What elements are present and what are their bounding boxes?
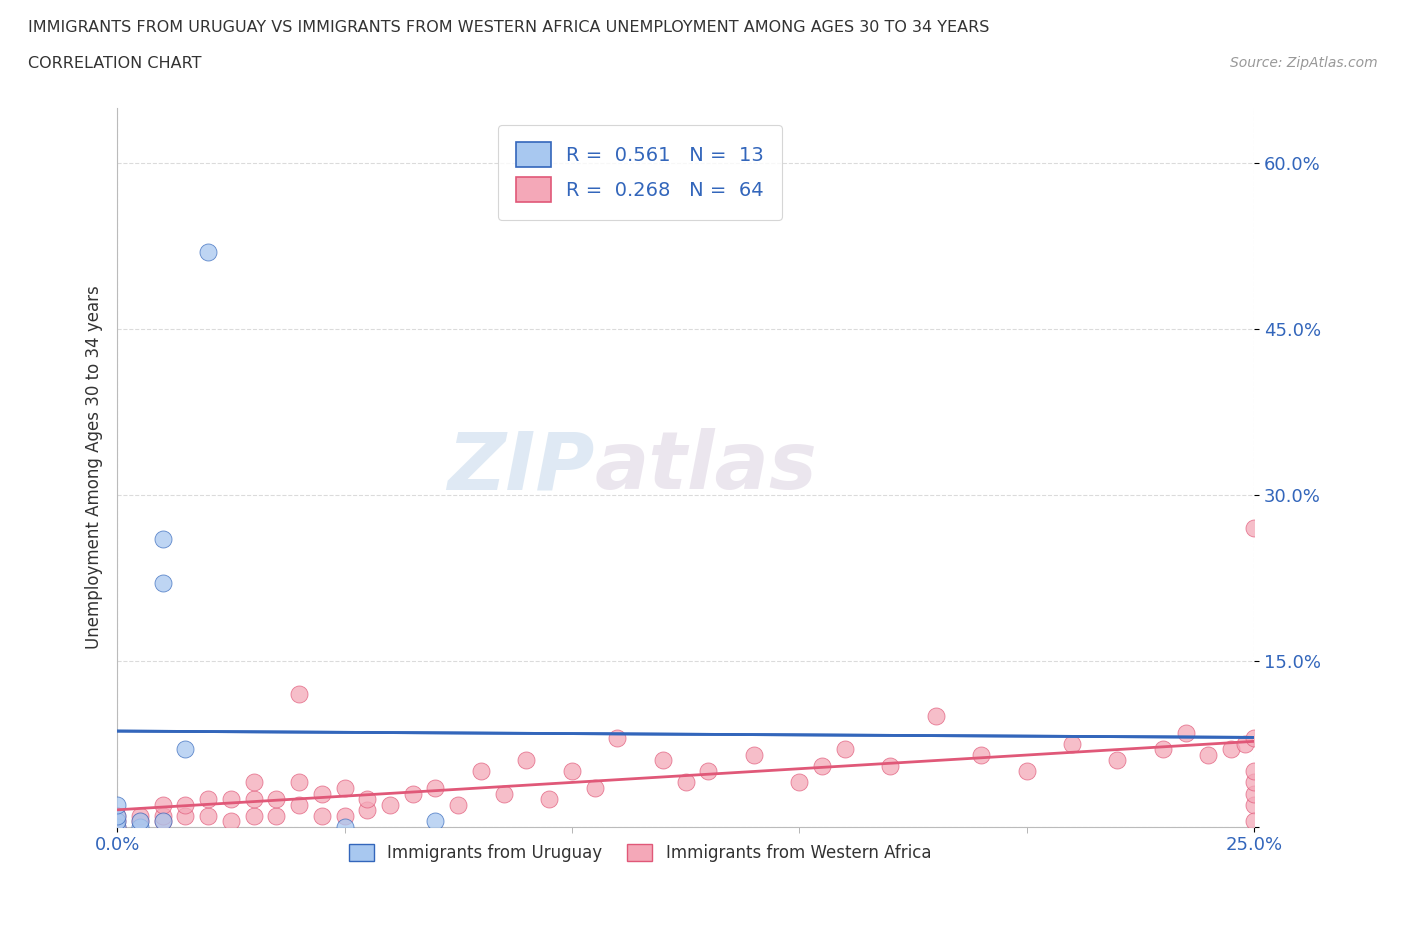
Point — [174, 742, 197, 757]
Point — [219, 791, 242, 806]
Point — [470, 764, 492, 778]
Point — [538, 791, 561, 806]
Text: IMMIGRANTS FROM URUGUAY VS IMMIGRANTS FROM WESTERN AFRICA UNEMPLOYMENT AMONG AGE: IMMIGRANTS FROM URUGUAY VS IMMIGRANTS FR… — [28, 20, 990, 35]
Point — [1243, 786, 1265, 801]
Point — [197, 791, 219, 806]
Point — [333, 780, 356, 795]
Point — [174, 808, 197, 823]
Point — [970, 748, 993, 763]
Point — [1243, 731, 1265, 746]
Point — [697, 764, 720, 778]
Point — [333, 819, 356, 834]
Point — [1243, 521, 1265, 536]
Point — [197, 245, 219, 259]
Point — [197, 808, 219, 823]
Text: atlas: atlas — [595, 429, 817, 506]
Point — [402, 786, 425, 801]
Point — [105, 819, 128, 834]
Point — [492, 786, 515, 801]
Point — [242, 791, 264, 806]
Point — [266, 791, 288, 806]
Point — [105, 814, 128, 829]
Point — [356, 791, 378, 806]
Point — [1152, 742, 1174, 757]
Point — [811, 759, 834, 774]
Point — [561, 764, 583, 778]
Point — [129, 814, 152, 829]
Point — [105, 797, 128, 812]
Point — [1197, 748, 1219, 763]
Point — [1107, 753, 1129, 768]
Point — [583, 780, 606, 795]
Point — [105, 808, 128, 823]
Point — [242, 775, 264, 790]
Point — [378, 797, 401, 812]
Point — [356, 803, 378, 817]
Point — [675, 775, 697, 790]
Text: ZIP: ZIP — [447, 429, 595, 506]
Point — [1233, 737, 1256, 751]
Point — [1243, 797, 1265, 812]
Point — [288, 775, 311, 790]
Point — [266, 808, 288, 823]
Point — [787, 775, 810, 790]
Point — [879, 759, 901, 774]
Text: CORRELATION CHART: CORRELATION CHART — [28, 56, 201, 71]
Point — [425, 780, 447, 795]
Point — [1243, 814, 1265, 829]
Point — [152, 814, 174, 829]
Point — [1220, 742, 1243, 757]
Point — [152, 808, 174, 823]
Point — [606, 731, 628, 746]
Point — [105, 808, 128, 823]
Point — [311, 808, 333, 823]
Point — [742, 748, 765, 763]
Point — [152, 532, 174, 547]
Point — [447, 797, 470, 812]
Point — [288, 797, 311, 812]
Point — [152, 814, 174, 829]
Point — [425, 814, 447, 829]
Y-axis label: Unemployment Among Ages 30 to 34 years: Unemployment Among Ages 30 to 34 years — [86, 286, 103, 649]
Point — [152, 797, 174, 812]
Point — [219, 814, 242, 829]
Point — [129, 814, 152, 829]
Point — [834, 742, 856, 757]
Point — [924, 709, 946, 724]
Point — [105, 819, 128, 834]
Point — [515, 753, 537, 768]
Point — [651, 753, 673, 768]
Point — [311, 786, 333, 801]
Point — [152, 576, 174, 591]
Point — [1015, 764, 1038, 778]
Point — [129, 819, 152, 834]
Point — [174, 797, 197, 812]
Point — [1060, 737, 1083, 751]
Point — [129, 808, 152, 823]
Point — [1243, 764, 1265, 778]
Point — [333, 808, 356, 823]
Legend: Immigrants from Uruguay, Immigrants from Western Africa: Immigrants from Uruguay, Immigrants from… — [342, 837, 938, 869]
Point — [105, 814, 128, 829]
Point — [288, 686, 311, 701]
Point — [1243, 775, 1265, 790]
Text: Source: ZipAtlas.com: Source: ZipAtlas.com — [1230, 56, 1378, 70]
Point — [1174, 725, 1197, 740]
Point — [242, 808, 264, 823]
